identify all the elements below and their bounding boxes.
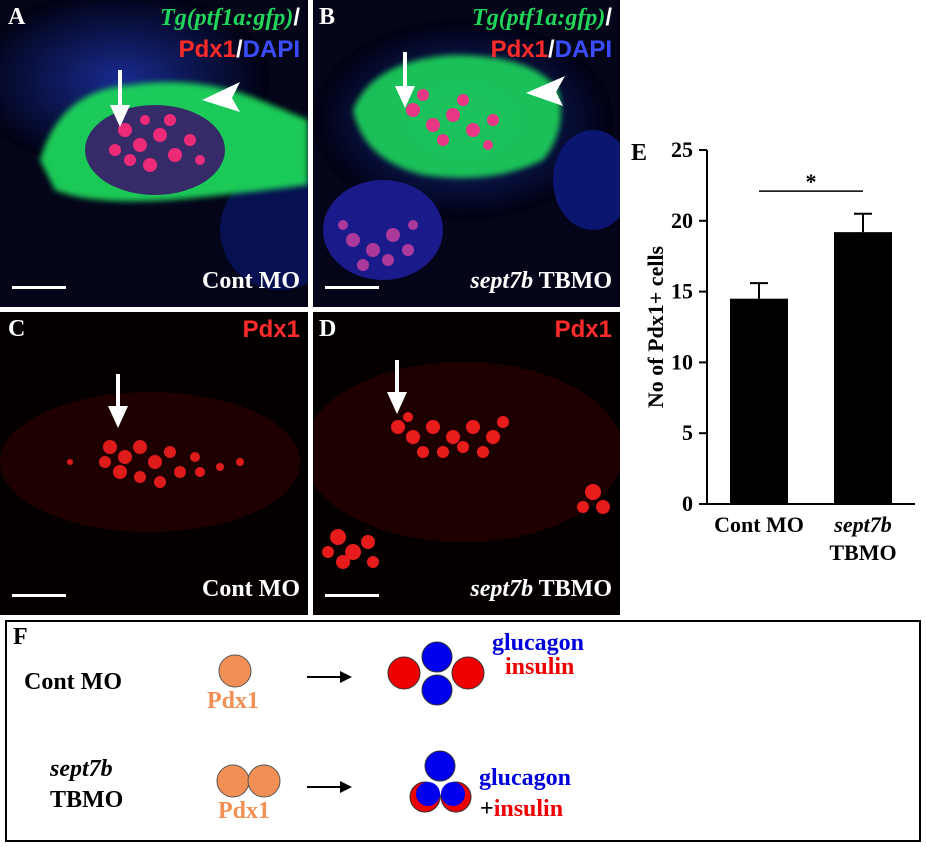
panel-b-channel-title: Tg(ptf1a:gfp)/ xyxy=(472,4,612,31)
insulin-cell xyxy=(451,656,485,690)
y-tick-label: 0 xyxy=(682,491,693,516)
glucagon-cell xyxy=(421,674,453,706)
panel-label-e: E xyxy=(631,140,648,166)
row1-insulin-label: insulin xyxy=(505,654,575,680)
arrow-icon xyxy=(307,781,352,793)
panel-b-image xyxy=(313,0,620,307)
panel-d-micrograph: D Pdx1 sept7b TBMO xyxy=(313,312,620,615)
scale-bar xyxy=(325,594,379,597)
panel-d-image xyxy=(313,312,620,615)
x-tick-label: Cont MO xyxy=(714,512,804,537)
panel-label-b: B xyxy=(319,4,336,30)
arrow-icon xyxy=(307,671,352,683)
row2-condition-gene: sept7b xyxy=(50,756,113,782)
panel-b-channel-title-2: Pdx1/DAPI xyxy=(490,36,612,63)
bar xyxy=(834,232,892,504)
panel-a-image xyxy=(0,0,308,307)
panel-c-condition: Cont MO xyxy=(202,576,300,602)
panel-c-channel-title: Pdx1 xyxy=(242,316,300,343)
row2-insulin-label: +insulin xyxy=(480,796,564,822)
glucagon-cell xyxy=(424,750,456,782)
row1-progenitor-label: Pdx1 xyxy=(207,688,260,714)
insulin-cell xyxy=(387,656,421,690)
panel-d-condition: sept7b TBMO xyxy=(470,576,612,602)
glucagon-cell xyxy=(421,641,453,673)
scale-bar xyxy=(325,286,379,289)
y-tick-label: 20 xyxy=(671,208,693,233)
y-axis-label: No of Pdx1+ cells xyxy=(643,245,668,408)
y-tick-label: 15 xyxy=(671,279,693,304)
y-tick-label: 10 xyxy=(671,349,693,374)
schematic-panel: F Cont MO Pdx1 glucagon insulin sept7b T… xyxy=(5,620,921,842)
panel-a-micrograph: A Tg(ptf1a:gfp)/ Pdx1/DAPI Cont MO xyxy=(0,0,308,307)
panel-label-c: C xyxy=(8,316,26,342)
panel-label-d: D xyxy=(319,316,337,342)
x-tick-label: sept7b xyxy=(833,512,891,537)
x-tick-label: TBMO xyxy=(829,540,896,565)
gfp-channel-label: Tg(ptf1a:gfp) xyxy=(160,5,294,31)
y-tick-label: 5 xyxy=(682,420,693,445)
pdx1-progenitor-cell xyxy=(247,764,281,798)
glucagon-insulin-coexpressing-cell xyxy=(409,781,441,813)
row1-glucagon-label: glucagon xyxy=(492,630,585,656)
panel-a-condition: Cont MO xyxy=(202,268,300,294)
panel-b-condition: sept7b TBMO xyxy=(470,268,612,294)
schematic-graphics xyxy=(216,641,485,813)
bar-chart: 0 5 10 15 20 25 No of Pdx1+ cells Cont MO sept7b… xyxy=(643,137,915,565)
row2-condition-rest: TBMO xyxy=(50,787,124,813)
row2-glucagon-label: glucagon xyxy=(479,765,572,791)
significance-marker: * xyxy=(806,169,817,194)
dapi-channel-label: DAPI xyxy=(242,36,300,63)
scale-bar xyxy=(12,594,66,597)
panel-a-channel-title-2: Pdx1/DAPI xyxy=(178,36,300,63)
panel-b-micrograph: B Tg(ptf1a:gfp)/ Pdx1/DAPI sept7b TBMO xyxy=(313,0,620,307)
bar xyxy=(730,298,788,504)
panel-c-image xyxy=(0,312,308,615)
row1-condition: Cont MO xyxy=(24,669,122,695)
row2-progenitor-label: Pdx1 xyxy=(218,798,271,824)
y-tick-label: 25 xyxy=(671,137,693,162)
glucagon-insulin-coexpressing-cell xyxy=(440,781,472,813)
panel-label-f: F xyxy=(13,624,28,650)
scale-bar xyxy=(12,286,66,289)
panel-a-channel-title: Tg(ptf1a:gfp)/ xyxy=(160,4,300,31)
panel-d-channel-title: Pdx1 xyxy=(554,316,612,343)
pdx1-progenitor-cell xyxy=(216,764,250,798)
panel-c-micrograph: C Pdx1 Cont MO xyxy=(0,312,308,615)
pdx1-progenitor-cell xyxy=(218,654,252,688)
panel-label-a: A xyxy=(8,4,26,30)
pdx1-channel-label: Pdx1 xyxy=(178,36,236,63)
